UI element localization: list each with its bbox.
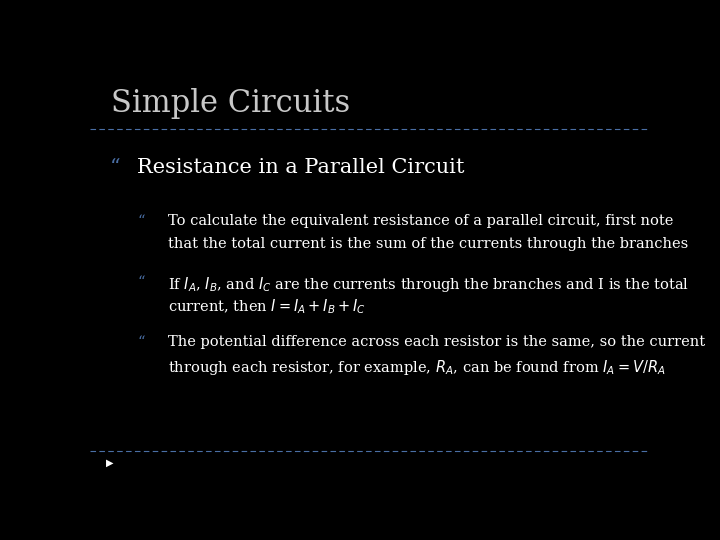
Text: “: “ bbox=[138, 335, 145, 349]
Text: The potential difference across each resistor is the same, so the current: The potential difference across each res… bbox=[168, 335, 706, 349]
Text: If $I_A$, $I_B$, and $I_C$ are the currents through the branches and I is the to: If $I_A$, $I_B$, and $I_C$ are the curre… bbox=[168, 275, 689, 294]
Text: current, then $I = I_A + I_B + I_C$: current, then $I = I_A + I_B + I_C$ bbox=[168, 297, 366, 316]
Text: ▶: ▶ bbox=[106, 458, 113, 468]
Text: “: “ bbox=[138, 275, 145, 289]
Text: “: “ bbox=[109, 158, 120, 177]
Text: Resistance in a Parallel Circuit: Resistance in a Parallel Circuit bbox=[138, 158, 465, 177]
Text: “: “ bbox=[138, 214, 145, 228]
Text: through each resistor, for example, $R_A$, can be found from $I_A = V/R_A$: through each resistor, for example, $R_A… bbox=[168, 357, 666, 376]
Text: To calculate the equivalent resistance of a parallel circuit, first note: To calculate the equivalent resistance o… bbox=[168, 214, 673, 228]
Text: Simple Circuits: Simple Circuits bbox=[111, 87, 351, 119]
Text: that the total current is the sum of the currents through the branches: that the total current is the sum of the… bbox=[168, 237, 688, 251]
